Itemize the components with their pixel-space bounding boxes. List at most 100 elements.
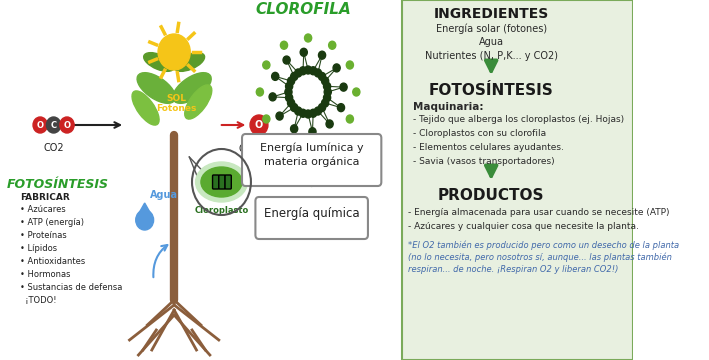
- Text: Energía química: Energía química: [264, 207, 359, 220]
- Circle shape: [300, 48, 307, 56]
- Circle shape: [340, 83, 347, 91]
- Text: Maquinaria:: Maquinaria:: [413, 102, 483, 112]
- Polygon shape: [138, 203, 151, 214]
- Text: O: O: [64, 121, 70, 130]
- Circle shape: [305, 66, 312, 74]
- Text: PRODUCTOS: PRODUCTOS: [438, 188, 545, 203]
- Text: FABRICAR: FABRICAR: [20, 193, 69, 202]
- Circle shape: [269, 93, 277, 101]
- Circle shape: [291, 125, 298, 133]
- Circle shape: [346, 61, 354, 69]
- Circle shape: [263, 61, 270, 69]
- Circle shape: [322, 99, 329, 107]
- Circle shape: [250, 115, 268, 135]
- Text: CLOROFILA: CLOROFILA: [256, 2, 352, 17]
- Text: Cloroplasto: Cloroplasto: [194, 206, 249, 215]
- Text: O: O: [255, 120, 263, 130]
- Text: - Energía almacenada para usar cuando se necesite (ATP): - Energía almacenada para usar cuando se…: [408, 208, 669, 217]
- Circle shape: [323, 82, 330, 90]
- Text: - Elementos celulares ayudantes.: - Elementos celulares ayudantes.: [413, 143, 564, 152]
- Text: Oxígeno: Oxígeno: [239, 143, 279, 153]
- Text: Agua: Agua: [150, 190, 178, 200]
- Circle shape: [318, 51, 325, 59]
- Circle shape: [291, 72, 298, 80]
- FancyBboxPatch shape: [402, 0, 633, 360]
- Circle shape: [135, 210, 154, 230]
- Circle shape: [285, 88, 292, 96]
- Text: CO2: CO2: [43, 143, 64, 153]
- Text: Energía solar (fotones): Energía solar (fotones): [435, 23, 547, 33]
- Text: INGREDIENTES: INGREDIENTES: [434, 7, 549, 21]
- Text: - Tejido que alberga los cloroplastos (ej. Hojas): - Tejido que alberga los cloroplastos (e…: [413, 115, 624, 124]
- Circle shape: [291, 104, 298, 112]
- Ellipse shape: [173, 73, 211, 103]
- Circle shape: [305, 110, 312, 118]
- Text: FOTOSÍNTESIS: FOTOSÍNTESIS: [429, 83, 554, 98]
- Circle shape: [346, 115, 354, 123]
- Text: FOTOSÍNTESIS: FOTOSÍNTESIS: [7, 178, 109, 191]
- Text: • Proteínas: • Proteínas: [20, 231, 67, 240]
- Circle shape: [314, 69, 321, 77]
- Circle shape: [305, 142, 312, 150]
- Circle shape: [309, 128, 316, 136]
- Circle shape: [281, 41, 288, 49]
- Text: - Azúcares y cualquier cosa que necesite la planta.: - Azúcares y cualquier cosa que necesite…: [408, 222, 639, 231]
- Text: *El O2 también es producido pero como un desecho de la planta
(no lo necesita, p: *El O2 también es producido pero como un…: [408, 240, 679, 274]
- Ellipse shape: [201, 167, 242, 197]
- Circle shape: [283, 56, 290, 64]
- Circle shape: [305, 34, 312, 42]
- Ellipse shape: [174, 53, 205, 71]
- Text: - Cloroplastos con su clorofila: - Cloroplastos con su clorofila: [413, 129, 546, 138]
- Text: ¡TODO!: ¡TODO!: [20, 296, 56, 305]
- Circle shape: [333, 64, 340, 72]
- Circle shape: [318, 104, 325, 112]
- Circle shape: [281, 135, 288, 143]
- Ellipse shape: [132, 91, 159, 125]
- Circle shape: [295, 69, 302, 77]
- Circle shape: [46, 117, 61, 133]
- FancyBboxPatch shape: [225, 175, 231, 189]
- FancyBboxPatch shape: [213, 175, 219, 189]
- Text: • ATP (energía): • ATP (energía): [20, 218, 84, 227]
- Circle shape: [310, 67, 317, 75]
- Text: • Sustancias de defensa: • Sustancias de defensa: [20, 283, 122, 292]
- Circle shape: [272, 72, 279, 80]
- Ellipse shape: [196, 162, 247, 202]
- Text: • Azúcares: • Azúcares: [20, 205, 65, 214]
- Ellipse shape: [144, 53, 174, 71]
- Circle shape: [337, 104, 345, 112]
- Circle shape: [60, 117, 74, 133]
- Circle shape: [257, 88, 264, 96]
- Circle shape: [323, 94, 330, 102]
- Text: C: C: [50, 121, 57, 130]
- Circle shape: [158, 34, 190, 70]
- Circle shape: [299, 109, 306, 117]
- FancyBboxPatch shape: [255, 197, 368, 239]
- FancyBboxPatch shape: [242, 134, 381, 186]
- Ellipse shape: [137, 73, 176, 103]
- Circle shape: [353, 88, 360, 96]
- Circle shape: [314, 107, 321, 115]
- FancyBboxPatch shape: [219, 175, 225, 189]
- Circle shape: [286, 94, 293, 102]
- Circle shape: [318, 72, 325, 80]
- Circle shape: [295, 107, 302, 115]
- Circle shape: [299, 67, 306, 75]
- Text: O: O: [37, 121, 44, 130]
- Text: Nutrientes (N, P,K... y CO2): Nutrientes (N, P,K... y CO2): [425, 51, 558, 61]
- Text: • Antioxidantes: • Antioxidantes: [20, 257, 85, 266]
- Text: Agua: Agua: [479, 37, 503, 47]
- Circle shape: [263, 115, 270, 123]
- Circle shape: [276, 112, 283, 120]
- Circle shape: [322, 77, 329, 85]
- Circle shape: [288, 99, 295, 107]
- Circle shape: [286, 82, 293, 90]
- Circle shape: [324, 88, 331, 96]
- Text: SOL
Fotones: SOL Fotones: [156, 94, 196, 113]
- Circle shape: [329, 41, 336, 49]
- Text: • Hormonas: • Hormonas: [20, 270, 70, 279]
- Circle shape: [326, 120, 333, 128]
- Text: Energía lumínica y
materia orgánica: Energía lumínica y materia orgánica: [260, 142, 364, 167]
- Text: • Lípidos: • Lípidos: [20, 244, 57, 253]
- Circle shape: [288, 77, 295, 85]
